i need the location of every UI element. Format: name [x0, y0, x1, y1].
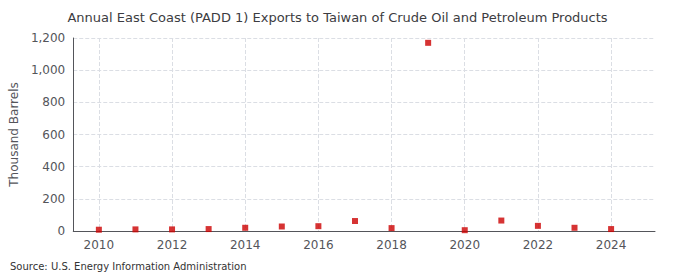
svg-text:2020: 2020 — [449, 238, 480, 252]
svg-text:2016: 2016 — [303, 238, 334, 252]
svg-text:1,000: 1,000 — [31, 63, 65, 77]
svg-text:2014: 2014 — [230, 238, 261, 252]
svg-text:2018: 2018 — [376, 238, 407, 252]
svg-text:2010: 2010 — [84, 238, 115, 252]
svg-text:Annual East Coast (PADD 1) Exp: Annual East Coast (PADD 1) Exports to Ta… — [67, 10, 607, 25]
svg-text:2012: 2012 — [157, 238, 188, 252]
svg-text:Source: U.S. Energy Informatio: Source: U.S. Energy Information Administ… — [10, 261, 247, 272]
svg-text:0: 0 — [58, 224, 66, 238]
svg-text:200: 200 — [42, 192, 65, 206]
svg-text:Thousand Barrels: Thousand Barrels — [7, 82, 21, 187]
svg-text:1,200: 1,200 — [31, 31, 65, 45]
svg-text:2024: 2024 — [596, 238, 627, 252]
svg-text:800: 800 — [42, 95, 65, 109]
svg-text:400: 400 — [42, 160, 65, 174]
svg-text:600: 600 — [42, 128, 65, 142]
svg-text:2022: 2022 — [523, 238, 554, 252]
